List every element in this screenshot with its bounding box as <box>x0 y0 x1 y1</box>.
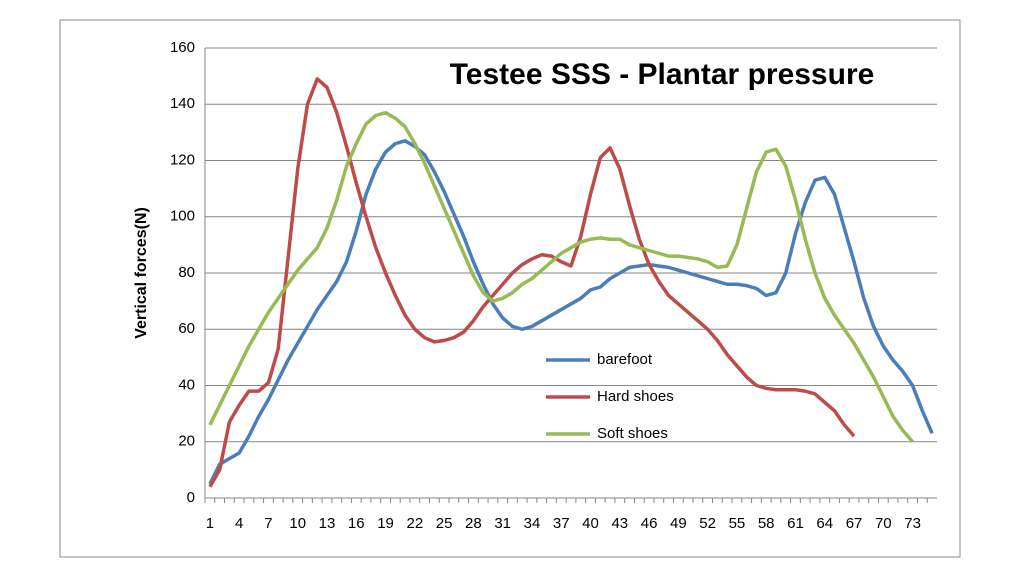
x-tick-label: 46 <box>641 515 658 532</box>
x-tick-label: 55 <box>729 515 746 532</box>
series-line <box>208 139 934 485</box>
x-tick-label: 67 <box>846 515 863 532</box>
x-tick-label: 70 <box>875 515 892 532</box>
x-tick-label: 34 <box>524 515 541 532</box>
legend-label: barefoot <box>597 351 653 368</box>
x-tick-label: 58 <box>758 515 775 532</box>
x-tick-label: 10 <box>289 515 306 532</box>
x-tick-label: 13 <box>319 515 336 532</box>
x-tick-label: 64 <box>816 515 833 532</box>
x-tick-label: 28 <box>465 515 482 532</box>
y-tick-label: 0 <box>187 489 195 506</box>
y-tick-label: 160 <box>170 39 195 56</box>
y-tick-label: 100 <box>170 208 195 225</box>
x-tick-label: 61 <box>787 515 804 532</box>
x-tick-label: 7 <box>264 515 272 532</box>
legend-label: Soft shoes <box>597 425 668 442</box>
x-tick-label: 22 <box>406 515 423 532</box>
x-tick-label: 16 <box>348 515 365 532</box>
x-tick-label: 19 <box>377 515 394 532</box>
x-tick-label: 49 <box>670 515 687 532</box>
x-tick-label: 4 <box>235 515 243 532</box>
chart-title: Testee SSS - Plantar pressure <box>450 58 875 91</box>
y-axis-label: Vertical forces(N) <box>133 207 150 339</box>
chart-frame <box>59 19 961 558</box>
series-line <box>208 110 914 443</box>
series-line <box>208 77 856 488</box>
x-tick-label: 1 <box>206 515 214 532</box>
x-tick-label: 43 <box>611 515 628 532</box>
y-tick-label: 120 <box>170 151 195 168</box>
x-tick-label: 73 <box>904 515 921 532</box>
x-tick-label: 52 <box>699 515 716 532</box>
y-tick-label: 40 <box>178 376 195 393</box>
x-tick-label: 37 <box>553 515 570 532</box>
x-tick-label: 25 <box>436 515 453 532</box>
y-tick-label: 140 <box>170 95 195 112</box>
x-tick-label: 40 <box>582 515 599 532</box>
y-tick-label: 80 <box>178 264 195 281</box>
y-tick-label: 60 <box>178 320 195 337</box>
y-tick-label: 20 <box>178 433 195 450</box>
x-tick-label: 31 <box>494 515 511 532</box>
legend-label: Hard shoes <box>597 388 674 405</box>
